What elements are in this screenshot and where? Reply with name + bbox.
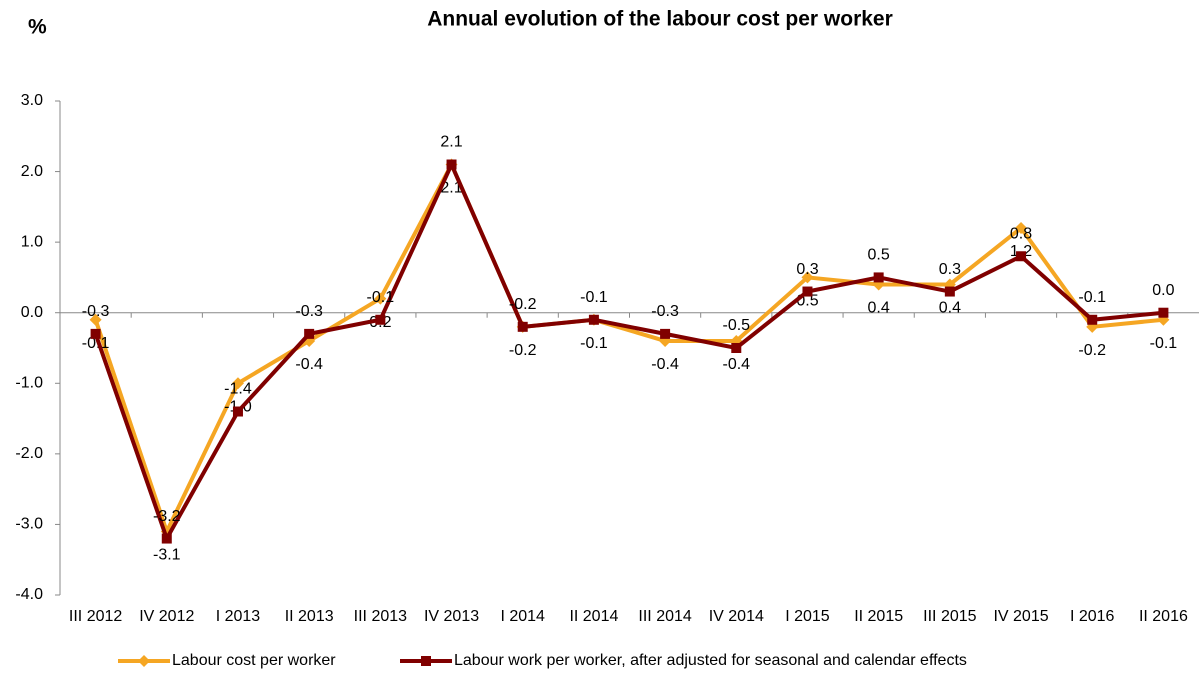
data-label: 0.0 [1152, 282, 1174, 299]
y-tick-label: -4.0 [15, 586, 43, 603]
y-axis-label: % [28, 16, 47, 39]
data-label: -3.1 [153, 547, 181, 564]
marker [374, 292, 387, 305]
x-tick-label: III 2015 [923, 608, 976, 625]
data-label: -0.2 [509, 296, 537, 313]
data-label: -1.4 [224, 381, 252, 398]
data-label: 0.3 [796, 261, 818, 278]
data-label: 0.8 [1010, 225, 1032, 242]
data-label: -0.1 [1150, 335, 1178, 352]
x-tick-label: IV 2014 [709, 608, 764, 625]
x-tick-label: IV 2015 [993, 608, 1048, 625]
series-line [93, 159, 1164, 544]
legend-marker [421, 656, 431, 666]
data-label: -0.3 [295, 303, 323, 320]
data-label: -0.5 [722, 317, 750, 334]
marker [731, 343, 742, 353]
marker [944, 286, 955, 297]
marker [161, 533, 172, 544]
marker [802, 286, 813, 297]
data-label: -0.4 [295, 356, 323, 373]
marker [660, 328, 671, 339]
x-tick-label: III 2013 [354, 608, 407, 625]
x-tick-label: I 2014 [500, 608, 545, 625]
data-label: 2.1 [440, 180, 462, 197]
marker [232, 406, 243, 417]
marker [517, 321, 528, 332]
data-label: -0.4 [651, 356, 679, 373]
marker [375, 314, 386, 325]
marker [1087, 314, 1098, 325]
x-tick-label: III 2012 [69, 608, 122, 625]
marker [90, 328, 101, 339]
x-tick-label: III 2014 [638, 608, 691, 625]
chart-title: Annual evolution of the labour cost per … [427, 8, 893, 31]
x-tick-label: II 2014 [569, 608, 618, 625]
x-tick-label: I 2015 [785, 608, 830, 625]
data-label: -0.2 [509, 342, 537, 359]
series-line [93, 159, 1164, 537]
legend-label: Labour work per worker, after adjusted f… [454, 652, 967, 669]
y-tick-label: 2.0 [21, 163, 43, 180]
x-tick-label: II 2015 [854, 608, 903, 625]
marker [1015, 222, 1028, 235]
data-label: -0.3 [651, 303, 679, 320]
marker [873, 272, 884, 283]
data-label: -0.1 [367, 289, 395, 306]
legend-marker [138, 655, 150, 667]
y-tick-label: -3.0 [15, 516, 43, 533]
data-label: -0.1 [580, 335, 608, 352]
marker [588, 314, 599, 325]
legend-label: Labour cost per worker [172, 652, 336, 669]
data-label: -3.2 [153, 508, 181, 525]
x-tick-label: IV 2012 [139, 608, 194, 625]
marker [89, 313, 102, 326]
data-label: 0.4 [868, 300, 890, 317]
data-label: -0.1 [82, 335, 110, 352]
y-tick-label: 1.0 [21, 233, 43, 250]
data-label: -0.4 [722, 356, 750, 373]
marker [1016, 251, 1027, 262]
data-label: 0.3 [939, 261, 961, 278]
data-label: -0.2 [1078, 342, 1106, 359]
y-tick-label: 0.0 [21, 304, 43, 321]
data-label: 2.1 [440, 134, 462, 151]
marker [1158, 307, 1169, 318]
y-tick-label: -1.0 [15, 375, 43, 392]
data-label: -0.3 [82, 303, 110, 320]
marker [231, 377, 244, 390]
data-label: -0.1 [1078, 289, 1106, 306]
x-tick-label: I 2016 [1070, 608, 1115, 625]
y-tick-label: 3.0 [21, 92, 43, 109]
marker [304, 328, 315, 339]
x-tick-label: II 2016 [1139, 608, 1188, 625]
y-tick-label: -2.0 [15, 445, 43, 462]
marker [801, 271, 814, 284]
data-label: 0.4 [939, 300, 961, 317]
x-tick-label: IV 2013 [424, 608, 479, 625]
x-tick-label: II 2013 [285, 608, 334, 625]
marker [446, 159, 457, 170]
data-label: -0.1 [580, 289, 608, 306]
x-tick-label: I 2013 [216, 608, 261, 625]
data-label: 0.5 [868, 247, 890, 264]
